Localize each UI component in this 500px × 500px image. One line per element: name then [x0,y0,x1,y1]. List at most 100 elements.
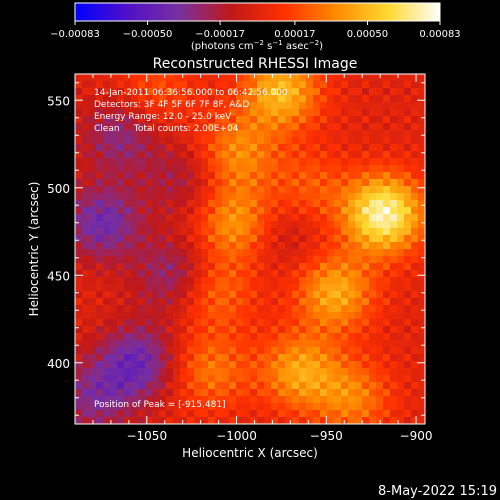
heatmap-cell [236,340,244,348]
heatmap-cell [194,88,202,96]
heatmap-cell [404,221,412,229]
heatmap-cell [320,179,328,187]
heatmap-cell [257,137,265,145]
heatmap-cell [369,305,377,313]
heatmap-cell [236,403,244,411]
heatmap-cell [390,354,398,362]
heatmap-cell [341,249,349,257]
heatmap-cell [89,270,97,278]
heatmap-cell [411,291,419,299]
heatmap-cell [278,109,286,117]
heatmap-cell [327,200,335,208]
heatmap-cell [117,102,125,110]
heatmap-cell [201,249,209,257]
heatmap-cell [117,158,125,166]
heatmap-cell [89,410,97,418]
heatmap-cell [159,81,167,89]
heatmap-cell [110,165,118,173]
heatmap-cell [390,270,398,278]
heatmap-cell [383,263,391,271]
heatmap-cell [103,284,111,292]
heatmap-cell [348,368,356,376]
heatmap-cell [89,179,97,187]
heatmap-cell [110,354,118,362]
heatmap-cell [271,256,279,264]
heatmap-cell [285,368,293,376]
heatmap-cell [152,368,160,376]
heatmap-cell [152,235,160,243]
heatmap-cell [110,172,118,180]
heatmap-cell [75,333,83,341]
heatmap-cell [215,130,223,138]
heatmap-cell [124,270,132,278]
heatmap-cell [306,270,314,278]
heatmap-cell [159,382,167,390]
heatmap-cell [390,137,398,145]
heatmap-cell [369,158,377,166]
heatmap-cell [369,165,377,173]
heatmap-cell [264,396,272,404]
heatmap-cell [187,396,195,404]
heatmap-cell [327,361,335,369]
heatmap-cell [131,291,139,299]
heatmap-cell [348,81,356,89]
heatmap-cell [341,354,349,362]
heatmap-cell [187,277,195,285]
heatmap-cell [341,74,349,82]
heatmap-cell [131,235,139,243]
heatmap-cell [236,277,244,285]
heatmap-cell [82,221,90,229]
heatmap-cell [89,207,97,215]
heatmap-cell [306,165,314,173]
heatmap-cell [411,151,419,159]
heatmap-cell [355,410,363,418]
heatmap-cell [117,109,125,117]
heatmap-cell [75,382,83,390]
heatmap-cell [243,116,251,124]
heatmap-cell [397,340,405,348]
heatmap-cell [103,403,111,411]
heatmap-cell [145,165,153,173]
heatmap-cell [173,333,181,341]
heatmap-cell [117,417,125,424]
heatmap-cell [369,186,377,194]
heatmap-cell [327,193,335,201]
heatmap-cell [89,88,97,96]
heatmap-cell [180,95,188,103]
heatmap-cell [173,74,181,82]
heatmap-cell [222,200,230,208]
heatmap-cell [194,193,202,201]
heatmap-cell [152,151,160,159]
heatmap-cell [313,326,321,334]
heatmap-cell [201,410,209,418]
heatmap-cell [75,340,83,348]
heatmap-cell [341,333,349,341]
heatmap-cell [411,109,419,117]
heatmap-cell [131,221,139,229]
heatmap-cell [145,221,153,229]
heatmap-cell [411,165,419,173]
heatmap-cell [397,277,405,285]
heatmap-cell [313,263,321,271]
heatmap-cell [278,403,286,411]
heatmap-cell [362,172,370,180]
heatmap-cell [229,403,237,411]
heatmap-cell [222,130,230,138]
heatmap-cell [306,95,314,103]
heatmap-cell [404,214,412,222]
heatmap-cell [145,95,153,103]
heatmap-cell [320,137,328,145]
heatmap-cell [292,165,300,173]
heatmap-cell [418,242,425,250]
heatmap-cell [376,151,384,159]
heatmap-cell [278,137,286,145]
heatmap-cell [327,263,335,271]
heatmap-cell [362,319,370,327]
heatmap-cell [222,375,230,383]
heatmap-cell [103,242,111,250]
heatmap-cell [404,354,412,362]
heatmap-cell [110,249,118,257]
heatmap-cell [75,116,83,124]
heatmap-cell [404,270,412,278]
